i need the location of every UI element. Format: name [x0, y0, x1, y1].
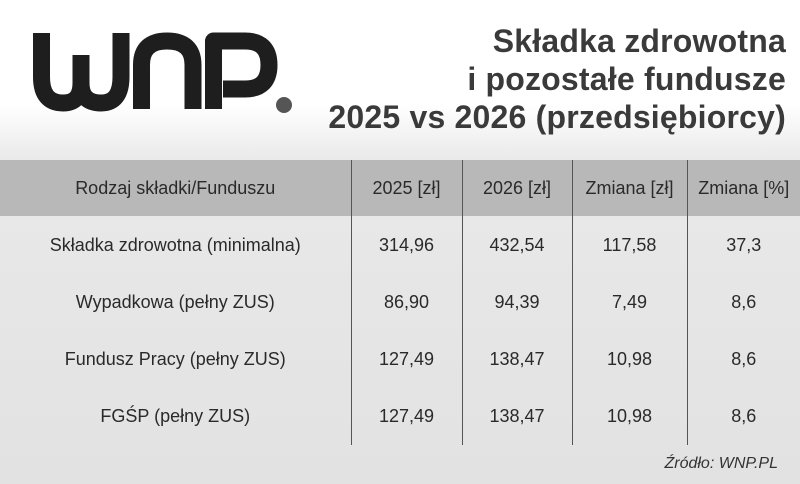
header-2026: 2026 [zł]: [461, 160, 572, 216]
title-line-3: 2025 vs 2026 (przedsiębiorcy): [328, 99, 786, 135]
cell-2026: 138,47: [461, 388, 572, 445]
cell-type: Składka zdrowotna (minimalna): [49, 234, 301, 255]
cell-change-pct: 8,6: [686, 274, 800, 331]
cell-type: Wypadkowa (pełny ZUS): [75, 292, 275, 312]
cell-change-pln: 7,49: [571, 274, 687, 331]
cell-type: Fundusz Pracy (pełny ZUS): [64, 349, 286, 369]
cell-2026: 138,47: [461, 331, 572, 388]
header-2025: 2025 [zł]: [350, 160, 462, 216]
wnp-logo: [33, 32, 292, 113]
cell-change-pct: 8,6: [686, 331, 800, 388]
cell-change-pln: 10,98: [571, 388, 687, 445]
cell-change-pct: 8,6: [686, 388, 800, 445]
contributions-table-container: Rodzaj składki/Funduszu 2025 [zł] 2026 […: [0, 160, 800, 445]
header-type: Rodzaj składki/Funduszu: [75, 177, 276, 198]
source-note: Źródło: WNP.PL: [664, 455, 778, 472]
table-row: FGŚP (pełny ZUS) 127,49 138,47 10,98 8,6: [0, 388, 800, 445]
table-row: Składka zdrowotna (minimalna) 314,96 432…: [0, 216, 800, 274]
cell-change-pct: 37,3: [686, 216, 800, 274]
page-title: Składka zdrowotna i pozostałe fundusze 2…: [316, 22, 786, 136]
header-change-pct: Zmiana [%]: [686, 160, 800, 216]
cell-2026: 94,39: [461, 274, 572, 331]
cell-2025: 127,49: [350, 331, 462, 388]
cell-2025: 127,49: [350, 388, 462, 445]
table-header-row: Rodzaj składki/Funduszu 2025 [zł] 2026 […: [0, 160, 800, 216]
cell-change-pln: 10,98: [571, 331, 687, 388]
contributions-table: Rodzaj składki/Funduszu 2025 [zł] 2026 […: [0, 160, 800, 445]
title-line-2: i pozostałe fundusze: [467, 61, 786, 97]
cell-2025: 314,96: [350, 216, 462, 274]
cell-2025: 86,90: [350, 274, 462, 331]
cell-type: FGŚP (pełny ZUS): [100, 406, 251, 426]
cell-2026: 432,54: [461, 216, 572, 274]
table-row: Wypadkowa (pełny ZUS) 86,90 94,39 7,49 8…: [0, 274, 800, 331]
table-row: Fundusz Pracy (pełny ZUS) 127,49 138,47 …: [0, 331, 800, 388]
title-line-1: Składka zdrowotna: [492, 23, 786, 59]
header-change-pln: Zmiana [zł]: [571, 160, 687, 216]
cell-change-pln: 117,58: [571, 216, 687, 274]
